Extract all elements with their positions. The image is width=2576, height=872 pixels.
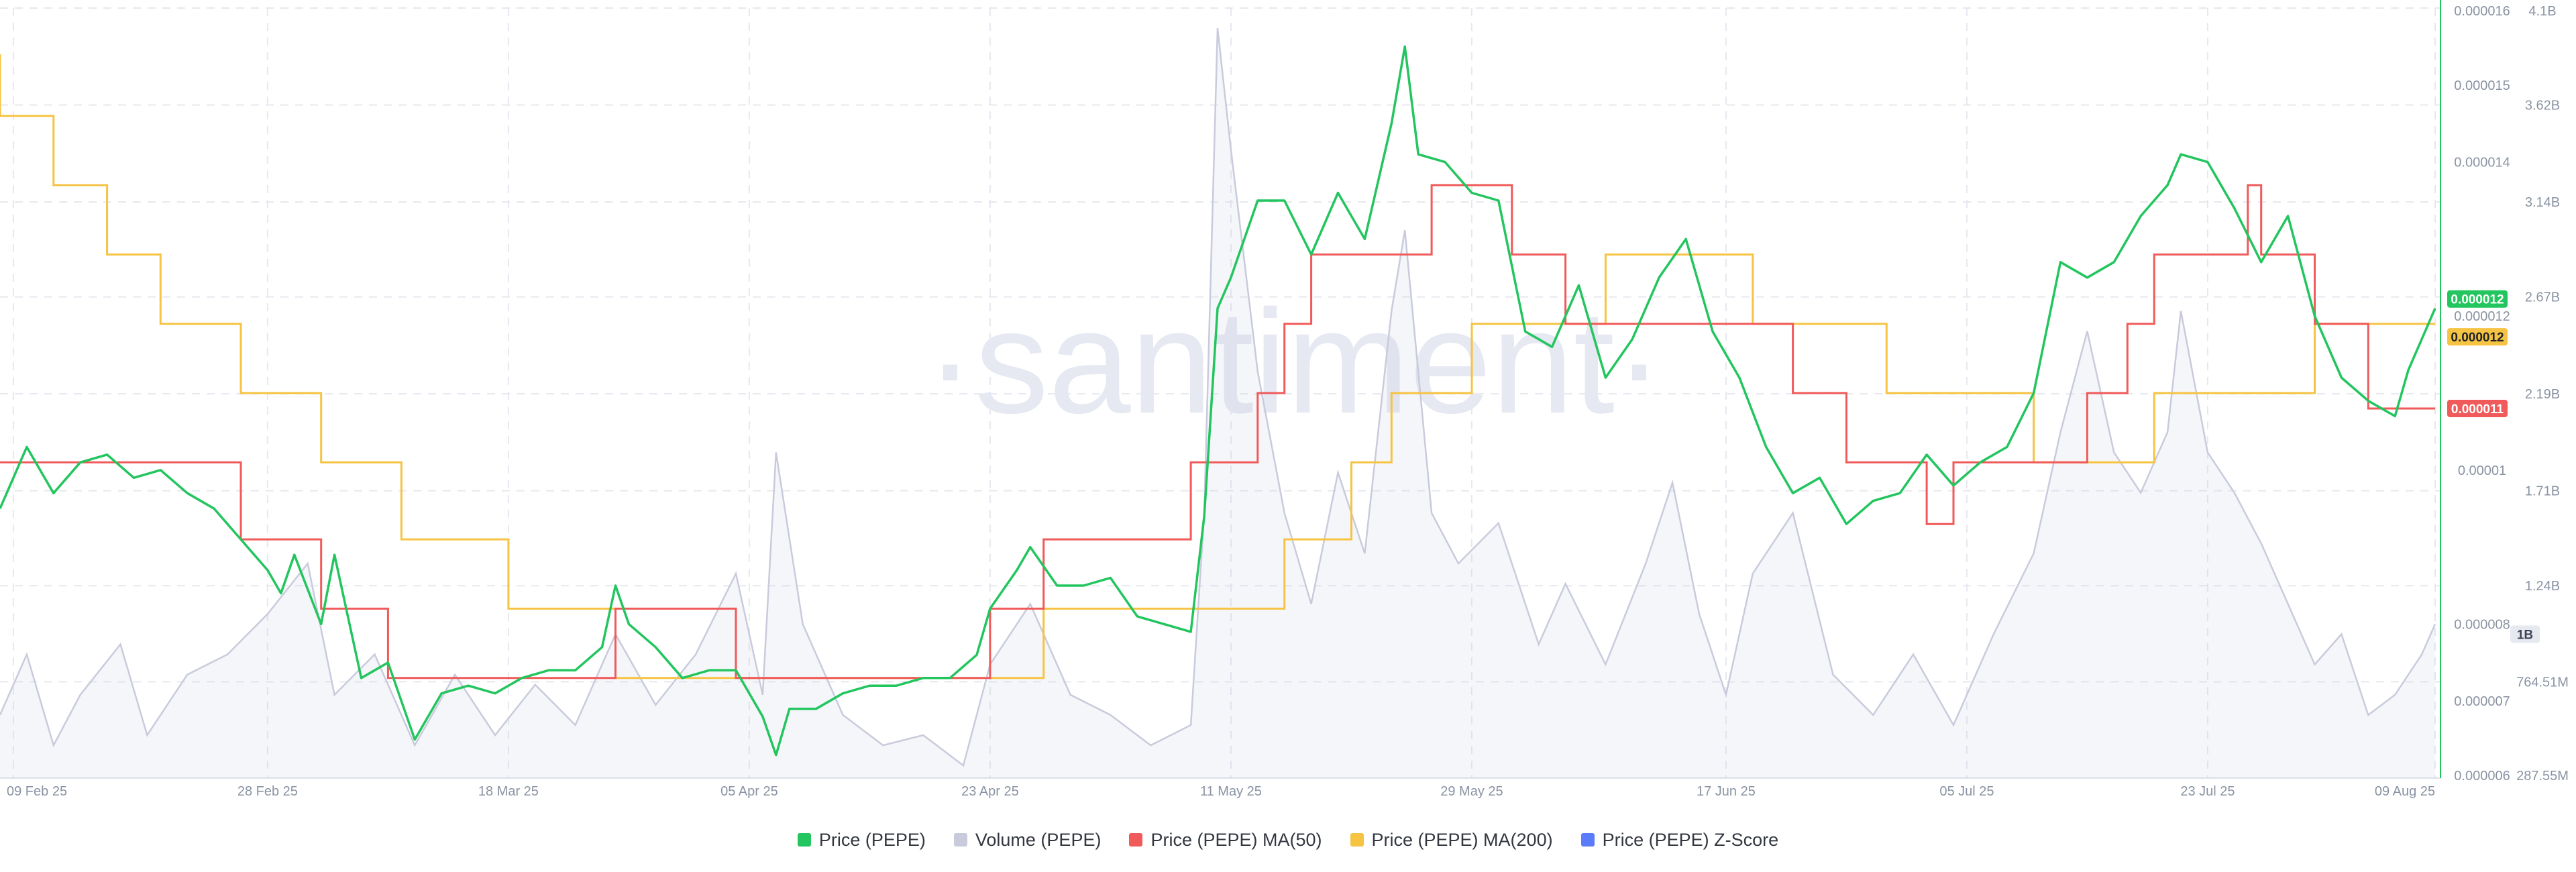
ma200-last-value-badge: 0.000012 [2447, 328, 2508, 346]
legend-label: Price (PEPE) Z-Score [1602, 829, 1779, 850]
badge-background [2447, 290, 2508, 308]
price-line [0, 45, 2436, 757]
price-last-value-badge: 0.000012 [2447, 290, 2508, 308]
legend-swatch [953, 833, 967, 847]
badge-background [2510, 625, 2540, 643]
legend-swatch [1129, 833, 1143, 847]
volume-tick-label: 4.1B [2528, 4, 2556, 19]
volume-tick-label: 3.62B [2525, 99, 2560, 113]
ma50-last-value-badge: 0.000011 [2447, 399, 2508, 417]
price-tick-label: 0.000008 [2454, 617, 2510, 632]
legend-label: Price (PEPE) MA(50) [1150, 829, 1322, 850]
legend-swatch [1350, 833, 1364, 847]
price-axis-ticks: 0.000006 0.000007 0.000008 0.00001 0.000012 0… [2454, 4, 2510, 783]
price-tick-label: 0.000014 [2454, 156, 2510, 170]
last-value-badges: 0.000012 0.000012 0.000011 1B [2447, 290, 2540, 643]
badge-background [2447, 328, 2508, 346]
legend-swatch [1580, 833, 1595, 847]
badge-background [2447, 399, 2508, 417]
legend-item-ma200[interactable]: Price (PEPE) MA(200) [1350, 830, 1553, 851]
santiment-watermark: ·santiment· [926, 279, 1664, 444]
ma200-line [0, 54, 2435, 679]
badge-label: 0.000012 [2451, 293, 2504, 307]
ma50-line [0, 184, 2435, 679]
legend-item-price[interactable]: Price (PEPE) [797, 829, 926, 851]
price-tick-label: 0.000007 [2454, 694, 2510, 709]
price-tick-label: 0.000016 [2454, 4, 2510, 19]
x-axis-ticks: 09 Feb 25 28 Feb 25 18 Mar 25 05 Apr 25 23 A… [7, 784, 2435, 799]
legend-item-volume[interactable]: Volume (PEPE) [953, 829, 1102, 851]
badge-label: 1B [2517, 628, 2533, 642]
volume-line [0, 28, 2436, 767]
volume-axis-ticks: 287.55M 764.51M 1.24B 1.71B 2.19B 2.67B 3.14B 3… [2516, 4, 2569, 783]
volume-tick-label: 1.71B [2525, 484, 2560, 499]
price-layer [0, 45, 2436, 757]
volume-tick-label: 764.51M [2516, 675, 2569, 690]
volume-last-value-badge: 1B [2510, 625, 2540, 643]
volume-layer [0, 28, 2436, 779]
x-tick-label: 18 Mar 25 [478, 784, 539, 799]
x-tick-label: 05 Apr 25 [720, 784, 778, 799]
legend: Price (PEPE) Volume (PEPE) Price (PEPE) MA… [0, 826, 2576, 853]
legend-label: Price (PEPE) MA(200) [1371, 829, 1553, 850]
volume-tick-label: 2.67B [2525, 290, 2560, 305]
volume-tick-label: 2.19B [2525, 387, 2560, 402]
x-tick-label: 17 Jun 25 [1697, 784, 1756, 799]
legend-item-ma50[interactable]: Price (PEPE) MA(50) [1129, 830, 1322, 851]
legend-label: Volume (PEPE) [975, 829, 1102, 850]
price-tick-label: 0.000015 [2454, 78, 2510, 93]
x-tick-label: 28 Feb 25 [237, 784, 298, 799]
price-tick-label: 0.000012 [2454, 309, 2510, 324]
legend-swatch [797, 833, 811, 847]
legend-label: Price (PEPE) [818, 829, 926, 850]
legend-item-zscore[interactable]: Price (PEPE) Z-Score [1580, 829, 1779, 851]
ma50-layer [0, 184, 2435, 679]
x-tick-label: 09 Aug 25 [2375, 784, 2435, 799]
badge-label: 0.000011 [2451, 402, 2504, 417]
x-tick-label: 05 Jul 25 [1939, 784, 1994, 799]
x-tick-label: 23 Jul 25 [2180, 784, 2235, 799]
x-tick-label: 23 Apr 25 [961, 784, 1019, 799]
price-tick-label: 0.00001 [2458, 464, 2506, 478]
x-tick-label: 29 May 25 [1440, 784, 1503, 799]
volume-tick-label: 3.14B [2525, 195, 2560, 210]
volume-tick-label: 1.24B [2525, 579, 2560, 594]
badge-label: 0.000012 [2451, 331, 2504, 345]
ma200-layer [0, 54, 2435, 679]
volume-area [0, 28, 2435, 779]
volume-tick-label: 287.55M [2516, 769, 2569, 783]
price-tick-label: 0.000006 [2454, 769, 2510, 783]
x-tick-label: 11 May 25 [1200, 784, 1262, 799]
x-tick-label: 09 Feb 25 [7, 784, 67, 799]
